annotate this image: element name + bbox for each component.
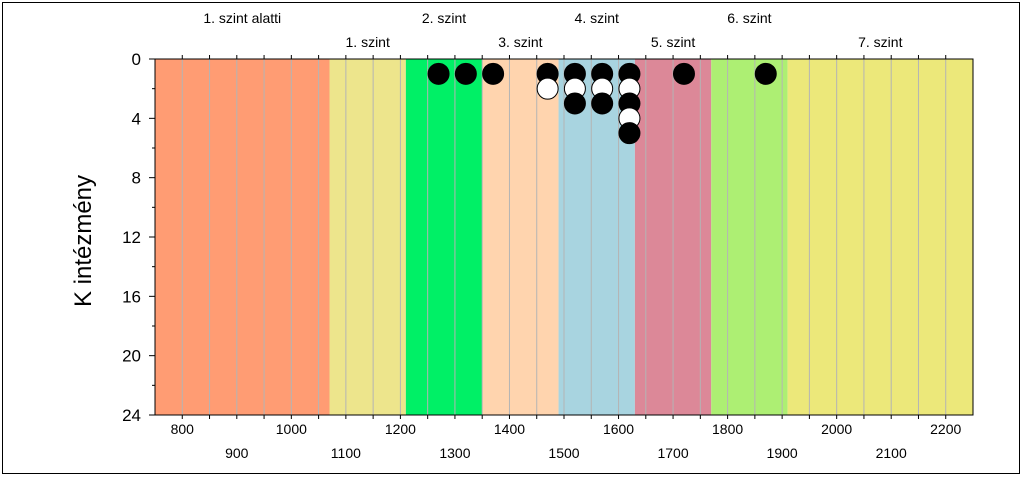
data-point-filled bbox=[482, 62, 505, 85]
level-band bbox=[787, 59, 973, 415]
y-tick-label: 20 bbox=[122, 347, 141, 366]
y-axis-label: K intézmény bbox=[70, 175, 97, 307]
data-point-filled bbox=[563, 92, 586, 115]
level-band bbox=[155, 59, 330, 415]
x-tick-label: 1900 bbox=[767, 445, 798, 461]
x-tick-label: 900 bbox=[225, 445, 249, 461]
x-tick-label: 1400 bbox=[494, 421, 525, 437]
x-tick-label: 2000 bbox=[821, 421, 852, 437]
x-tick-label: 2200 bbox=[930, 421, 961, 437]
chart-frame: 1. szint alatti 1. szint 2. szint 3. szint 4… bbox=[2, 2, 1020, 474]
x-tick-label: 1600 bbox=[603, 421, 634, 437]
data-point-filled bbox=[427, 62, 450, 85]
x-tick-label: 1500 bbox=[548, 445, 579, 461]
data-point-filled bbox=[672, 62, 695, 85]
data-point-open bbox=[536, 77, 559, 100]
x-tick-label: 1000 bbox=[276, 421, 307, 437]
level-band bbox=[405, 59, 483, 415]
y-tick-label: 0 bbox=[132, 50, 141, 69]
level-label: 5. szint bbox=[651, 34, 695, 50]
data-point-filled bbox=[591, 92, 614, 115]
x-tick-label: 2100 bbox=[876, 445, 907, 461]
level-label: 1. szint bbox=[346, 34, 390, 50]
level-label: 3. szint bbox=[498, 34, 542, 50]
level-band bbox=[329, 59, 406, 415]
level-label: 1. szint alatti bbox=[203, 10, 281, 26]
y-tick-label: 16 bbox=[122, 287, 141, 306]
x-tick-label: 1100 bbox=[331, 445, 361, 461]
level-label: 2. szint bbox=[422, 10, 466, 26]
data-point-filled bbox=[754, 62, 777, 85]
data-point-filled bbox=[618, 122, 641, 145]
y-tick-label: 4 bbox=[132, 109, 141, 128]
y-tick-label: 12 bbox=[122, 228, 141, 247]
x-tick-label: 1200 bbox=[385, 421, 416, 437]
level-band bbox=[482, 59, 559, 415]
level-label: 7. szint bbox=[858, 34, 902, 50]
y-tick-label: 8 bbox=[132, 169, 141, 188]
x-tick-label: 800 bbox=[171, 421, 195, 437]
level-band bbox=[711, 59, 788, 415]
x-tick-label: 1300 bbox=[439, 445, 470, 461]
level-distribution-chart: 1. szint alatti 1. szint 2. szint 3. szint 4… bbox=[70, 10, 974, 461]
x-tick-label: 1700 bbox=[657, 445, 688, 461]
y-tick-label: 24 bbox=[122, 406, 141, 425]
x-tick-label: 1800 bbox=[712, 421, 743, 437]
data-point-filled bbox=[454, 62, 477, 85]
level-label: 6. szint bbox=[727, 10, 771, 26]
level-label: 4. szint bbox=[575, 10, 619, 26]
